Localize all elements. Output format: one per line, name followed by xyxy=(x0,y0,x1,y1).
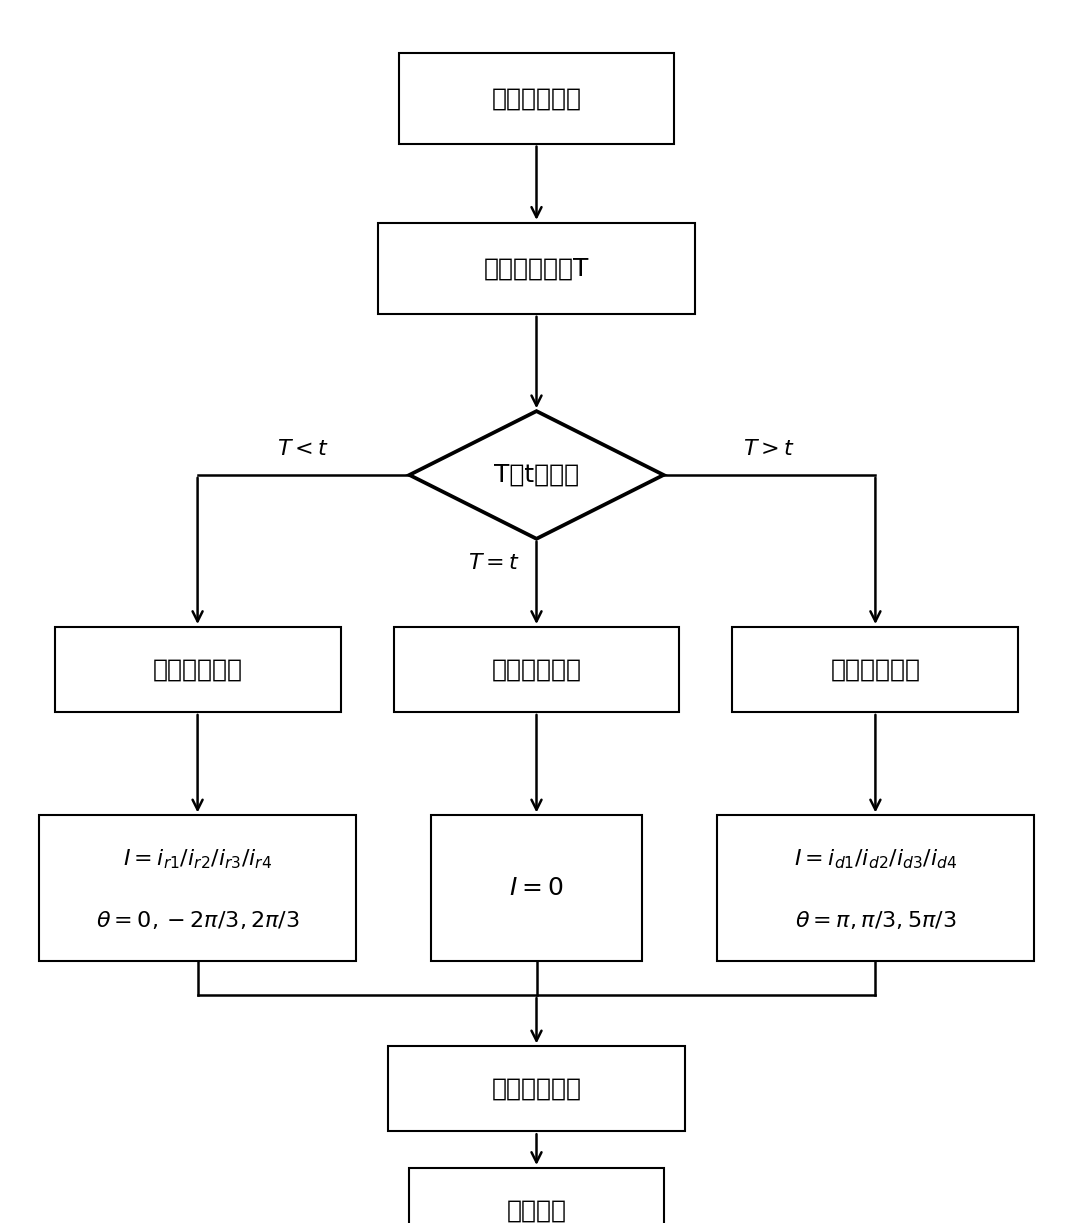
Bar xyxy=(39,816,356,961)
Text: T与t的关系: T与t的关系 xyxy=(494,463,579,487)
Bar xyxy=(430,816,643,961)
Text: 施加充磁脉冲: 施加充磁脉冲 xyxy=(152,658,242,681)
Text: $I = i_{d1}/i_{d2}/i_{d3}/i_{d4}$: $I = i_{d1}/i_{d2}/i_{d3}/i_{d4}$ xyxy=(794,848,957,871)
Bar xyxy=(378,223,695,314)
Text: $T<t$: $T<t$ xyxy=(277,439,329,460)
Text: $\theta = \pi,\pi/3,5\pi/3$: $\theta = \pi,\pi/3,5\pi/3$ xyxy=(795,909,956,931)
Text: 施加去磁脉冲: 施加去磁脉冲 xyxy=(831,658,921,681)
Bar xyxy=(388,1046,685,1131)
Text: 判定速度区间T: 判定速度区间T xyxy=(484,256,589,281)
Text: $I = 0$: $I = 0$ xyxy=(510,876,563,901)
Bar xyxy=(55,627,340,712)
Bar xyxy=(717,816,1034,961)
Bar xyxy=(399,53,674,144)
Bar xyxy=(394,627,679,712)
Bar xyxy=(410,1168,663,1232)
Text: 检测转子位置: 检测转子位置 xyxy=(491,1077,582,1101)
Text: $\theta = 0,-2\pi/3,2\pi/3$: $\theta = 0,-2\pi/3,2\pi/3$ xyxy=(95,909,299,931)
Text: 调磁开始: 调磁开始 xyxy=(506,1199,567,1222)
Text: $T>t$: $T>t$ xyxy=(744,439,796,460)
Text: 不需脉冲调磁: 不需脉冲调磁 xyxy=(491,658,582,681)
Polygon shape xyxy=(410,411,663,538)
Bar xyxy=(733,627,1018,712)
Text: $T=t$: $T=t$ xyxy=(468,553,520,573)
Text: $I = i_{r1}/i_{r2}/i_{r3}/i_{r4}$: $I = i_{r1}/i_{r2}/i_{r3}/i_{r4}$ xyxy=(123,848,273,871)
Text: 检测稳态转速: 检测稳态转速 xyxy=(491,86,582,110)
